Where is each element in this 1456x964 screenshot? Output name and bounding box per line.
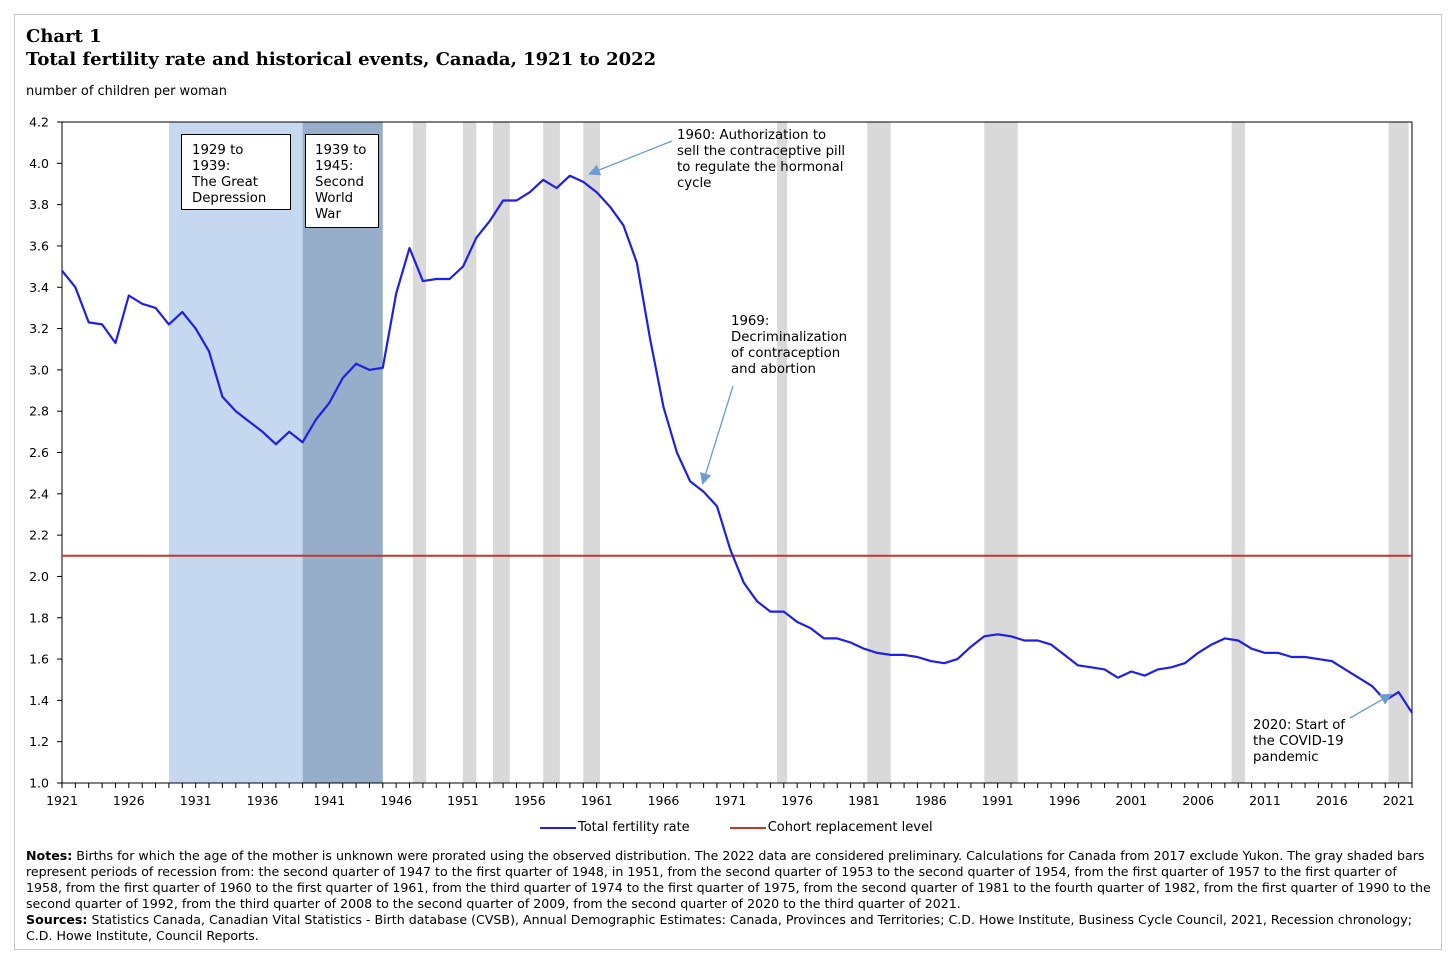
- y-tick-label: 4.0: [29, 156, 49, 171]
- recession-bar: [867, 122, 891, 783]
- y-tick-label: 4.2: [29, 115, 49, 130]
- y-tick-label: 1.8: [29, 610, 49, 625]
- x-tick-label: 1986: [915, 793, 947, 808]
- legend: Total fertility rate Cohort replacement …: [540, 820, 933, 835]
- annotation-arrow: [1349, 693, 1393, 719]
- sources-text: Statistics Canada, Canadian Vital Statis…: [26, 912, 1412, 943]
- recession-bar: [984, 122, 1018, 783]
- x-tick-label: 1966: [648, 793, 680, 808]
- y-tick-label: 2.2: [29, 528, 49, 543]
- x-tick-label: 2011: [1249, 793, 1281, 808]
- recession-bar: [493, 122, 510, 783]
- legend-label-replacement: Cohort replacement level: [767, 820, 933, 835]
- legend-item-tfr: Total fertility rate: [540, 820, 690, 835]
- recession-bar: [583, 122, 600, 783]
- x-tick-label: 1941: [313, 793, 345, 808]
- event-bands: [168, 122, 383, 783]
- x-tick-label: 1991: [982, 793, 1014, 808]
- recession-bar: [462, 122, 477, 783]
- event-band: [168, 122, 303, 783]
- y-tick-label: 1.4: [29, 693, 49, 708]
- y-tick-label: 3.2: [29, 321, 49, 336]
- recession-bars: [412, 122, 1409, 783]
- y-tick-label: 3.8: [29, 197, 49, 212]
- x-tick-label: 1981: [848, 793, 880, 808]
- x-tick-label: 1961: [581, 793, 613, 808]
- chart-frame: [14, 14, 1442, 950]
- annotation-second-world-war: 1939 to 1945: Second World War: [305, 134, 379, 228]
- y-axis-unit: number of children per woman: [26, 84, 228, 99]
- sources-label: Sources:: [26, 912, 88, 927]
- recession-bar: [412, 122, 427, 783]
- axes: 1.0 1.2 1.4 1.6 1.8 2.0 2.2 2.4 2.6 2.8 3.0 3.2 3.4 3…: [29, 115, 1414, 809]
- legend-swatch-tfr: [540, 826, 576, 829]
- tfr-line: [61, 174, 1413, 714]
- annotation-great-depression: 1929 to 1939: The Great Depression: [181, 134, 291, 210]
- recession-bar: [1388, 122, 1409, 783]
- y-tick-label: 3.6: [29, 238, 49, 253]
- y-tick-label: 2.4: [29, 486, 49, 501]
- x-tick-label: 1996: [1049, 793, 1081, 808]
- y-tick-label: 3.0: [29, 362, 49, 377]
- y-tick-label: 2.0: [29, 569, 49, 584]
- x-tick-label: 1921: [46, 793, 78, 808]
- notes-block: Notes: Births for which the age of the m…: [26, 848, 1434, 944]
- y-tick-label: 2.6: [29, 445, 49, 460]
- y-tick-label: 2.8: [29, 404, 49, 419]
- notes-text: Births for which the age of the mother i…: [26, 848, 1431, 911]
- x-tick-label: 1936: [247, 793, 279, 808]
- event-band: [302, 122, 383, 783]
- x-tick-label: 2021: [1383, 793, 1415, 808]
- chart-label: Chart 1: [26, 26, 102, 47]
- x-tick-label: 2016: [1316, 793, 1348, 808]
- chart-title: Total fertility rate and historical even…: [26, 49, 657, 70]
- x-tick-label: 2001: [1115, 793, 1147, 808]
- x-tick-label: 1976: [781, 793, 813, 808]
- y-tick-label: 1.6: [29, 652, 49, 667]
- x-tick-label: 1956: [514, 793, 546, 808]
- legend-item-replacement: Cohort replacement level: [729, 820, 933, 835]
- x-tick-label: 1971: [714, 793, 746, 808]
- annotation-contraceptive-pill: 1960: Authorization to sell the contrace…: [677, 128, 846, 191]
- recession-bar: [777, 122, 788, 783]
- x-tick-label: 1951: [447, 793, 479, 808]
- y-tick-label: 3.4: [29, 280, 49, 295]
- annotation-covid-pandemic: 2020: Start of the COVID-19 pandemic: [1253, 718, 1346, 765]
- annotation-decriminalization: 1969: Decriminalization of contraception…: [731, 314, 848, 377]
- legend-swatch-replacement: [729, 826, 766, 829]
- x-tick-label: 2006: [1182, 793, 1214, 808]
- annotation-arrow: [700, 385, 734, 485]
- notes-label: Notes:: [26, 848, 73, 863]
- annotation-arrow: [588, 140, 673, 176]
- annotation-arrows: [588, 140, 1393, 719]
- x-tick-label: 1946: [380, 793, 412, 808]
- x-tick-label: 1931: [180, 793, 212, 808]
- y-tick-label: 1.2: [29, 734, 49, 749]
- x-tick-label: 1926: [113, 793, 145, 808]
- series-lines: [61, 174, 1413, 714]
- y-tick-label: 1.0: [29, 776, 49, 791]
- recession-bar: [543, 122, 560, 783]
- recession-bar: [1231, 122, 1245, 783]
- legend-label-tfr: Total fertility rate: [578, 820, 690, 835]
